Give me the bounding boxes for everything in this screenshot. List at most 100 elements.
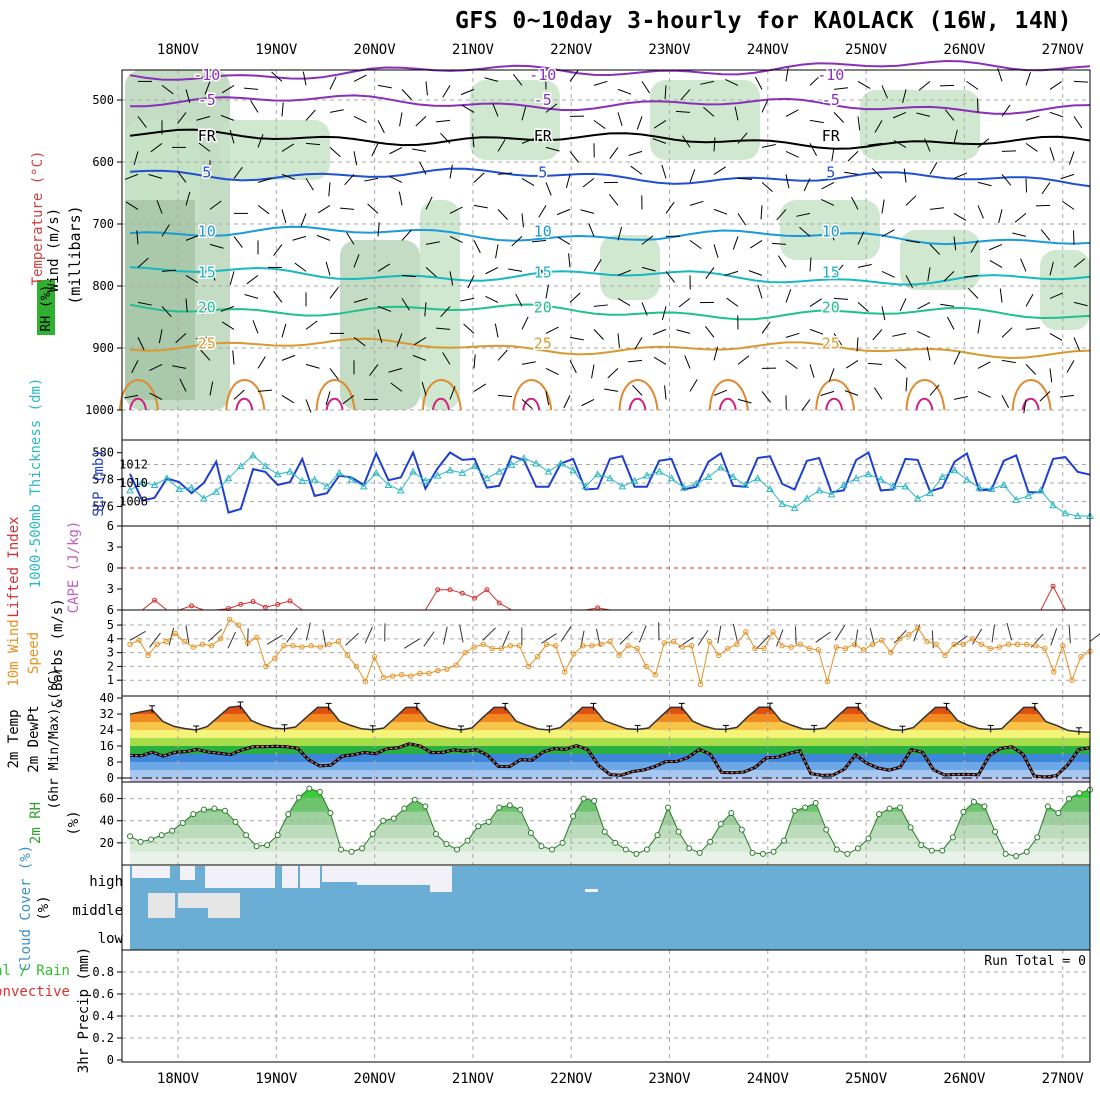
wind-barb [1060,173,1075,180]
wind-barb [1020,258,1027,272]
wind-barb [484,77,499,82]
wind-barb [129,630,146,641]
lifted-index-line [130,585,1090,611]
wind-barb [353,115,367,123]
wind-barb [1012,232,1027,237]
wind-barb [760,205,763,220]
label-cloud-units: (%) [36,895,52,920]
wind-barb [177,170,187,183]
wind-barb [473,240,481,254]
wind-barb [185,274,199,284]
panel-frame-precip [121,949,1091,1063]
thickness-marker [778,499,787,507]
wind-barb [424,302,427,317]
rh-marker [127,833,133,840]
wind-barb [536,264,547,276]
thickness-marker [1036,486,1045,494]
rh-marker [169,827,176,834]
rh-legend-swatch [37,280,55,335]
cloud-gap [208,893,240,918]
wind-speed-marker [924,638,930,645]
thickness-marker [667,474,676,482]
wind-speed-marker [752,645,758,652]
wind-barb [202,302,211,315]
wind-barb [867,362,883,365]
temp-color-band [130,714,1090,722]
wind-barb [737,398,752,404]
thickness-marker [1000,480,1008,489]
hot-contour [129,397,147,411]
wind-barb [821,199,835,206]
rh-color-band [130,788,1090,799]
wind-barb [757,284,763,299]
rh-marker [337,846,344,853]
wind-barb [1049,111,1064,118]
rh-shaded-area [600,235,660,300]
rh-color-band [130,838,1090,852]
temp-color-band [130,722,1090,730]
wind-barb [1001,174,1012,186]
rh-marker [591,797,598,804]
wind-barb [233,166,243,179]
rh-marker [728,809,735,816]
rh-shaded-area [420,200,460,410]
wind-barb [927,267,931,282]
wind-barb [953,236,957,251]
date-label-bottom: 20NOV [354,1071,397,1087]
wind-barb [676,329,691,334]
wind-barb [713,208,728,215]
rh-marker [211,805,218,812]
wind-barb [185,234,200,241]
cloud-level-label: high [89,874,123,890]
wind-barb [364,626,373,644]
wind-barb [1073,80,1089,83]
rh-marker [548,846,555,853]
wind-barb [653,356,667,365]
wind-barb [607,368,619,379]
wind-speed-marker [344,652,351,659]
wind-barb [317,204,331,214]
thickness-marker [446,466,454,474]
wind-barb [761,321,771,334]
wind-barb [1014,213,1027,223]
temp-color-band [130,738,1090,746]
thickness-marker [803,494,811,502]
wind-barb [329,147,341,158]
isotherm-label: -5 [198,91,216,109]
wind-barb [664,385,667,400]
wind-speed-marker [299,644,305,650]
wind-speed-marker [353,663,360,670]
isotherm-label: 25 [534,335,552,353]
wind-barb [281,394,295,404]
rh-marker [1034,834,1041,841]
wind-barb [991,624,996,643]
wind-barb [857,116,861,131]
wind-barb [1001,104,1011,117]
wind-speed-marker [516,643,523,649]
rh-marker [517,806,524,813]
date-label-top: 25NOV [845,42,888,58]
wind-barb [340,207,355,210]
wind-speed-marker [489,645,495,652]
cloud-gap [160,866,170,878]
wind-barb [661,306,667,321]
y-tick-label: 60 [100,792,114,806]
hot-contour [915,397,934,411]
wind-barb [401,298,410,311]
wind-barb [1040,229,1051,241]
wind-speed-marker [326,641,332,648]
rh-marker [454,846,461,853]
wind-speed-marker [878,637,885,643]
wind-barb [917,301,931,310]
thickness-marker [470,462,479,470]
isotherm-label: 15 [822,263,840,281]
li-tick-label: 3 [107,582,114,596]
rh-marker [865,835,872,842]
wind-speed-marker [208,643,215,649]
cloud-gap [205,866,240,888]
wind-speed-marker [797,641,803,648]
wind-barb [281,173,296,180]
wind-speed-marker [525,663,532,670]
wind-barb [713,137,716,152]
